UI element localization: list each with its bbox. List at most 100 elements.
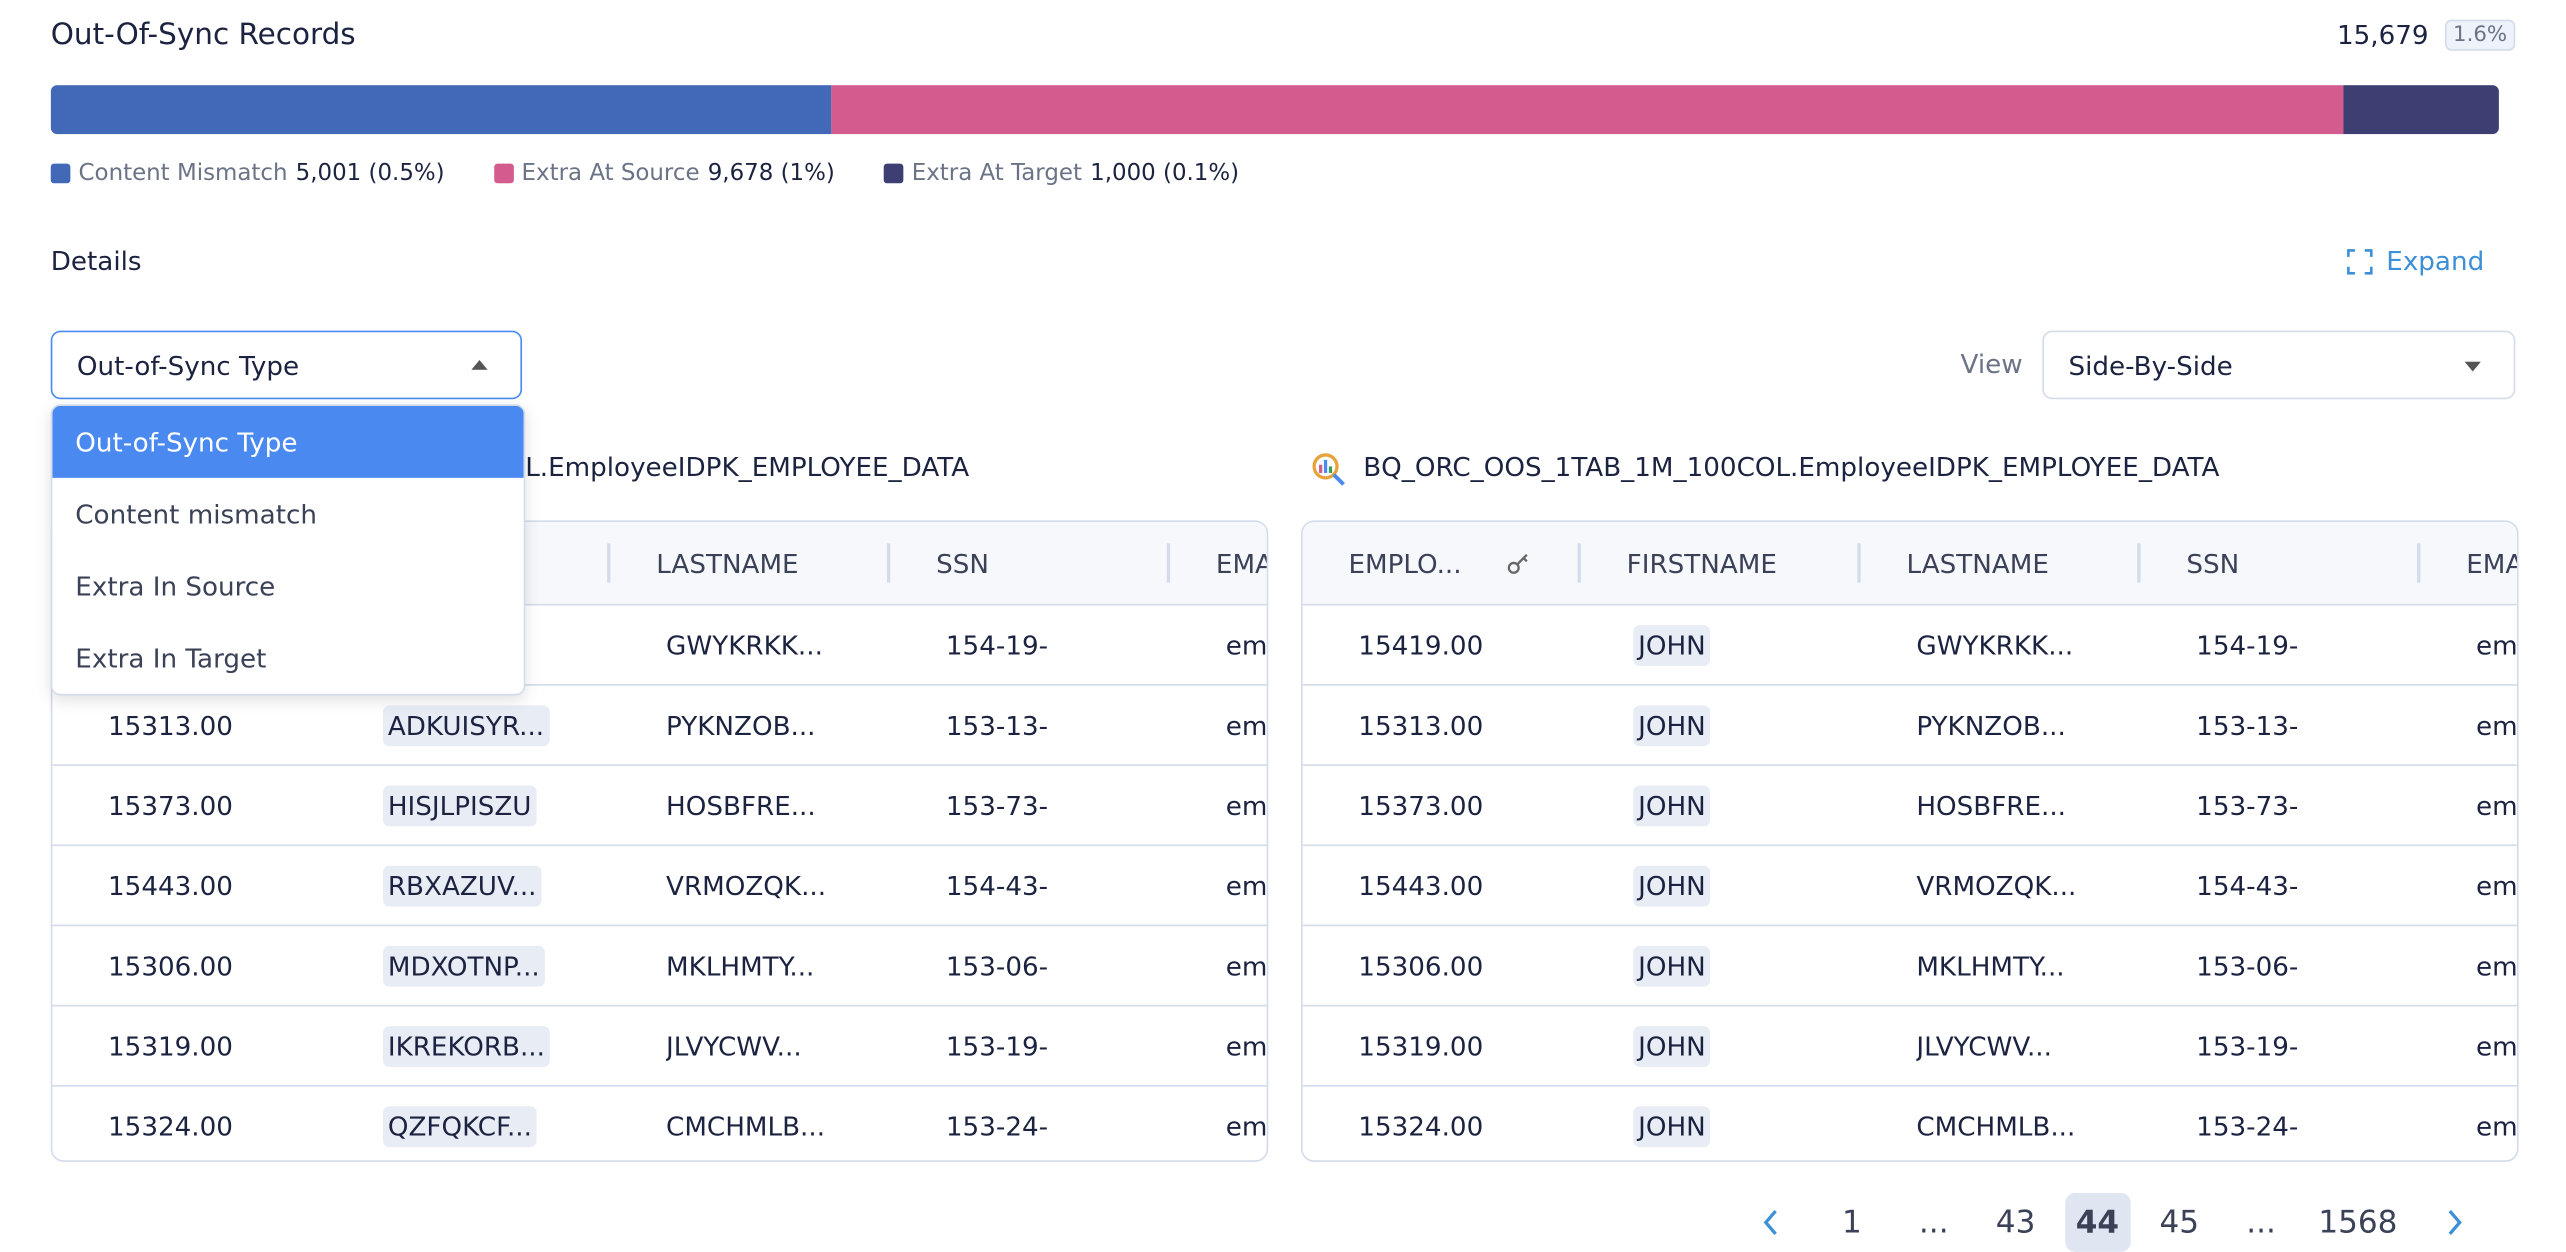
table-cell: em [2476,1006,2517,1085]
cell-text: PYKNZOB... [1916,709,2066,741]
bar-segment [2342,85,2499,135]
table-cell: em [1226,1006,1267,1085]
next-page[interactable] [2422,1193,2487,1252]
column-header[interactable]: SSN [936,547,989,579]
table-cell: 15324.00 [108,1087,233,1161]
table-cell: em [2476,766,2517,845]
name-chip: MDXOTNP... [382,945,545,986]
table-cell: 15313.00 [1358,686,1483,765]
name-chip: RBXAZUV... [382,864,542,906]
table-cell: CMCHMLB... [1916,1087,2076,1161]
cell-text: em [2476,949,2518,982]
dropdown-option[interactable]: Content mismatch [75,498,317,530]
table-row: 15313.00 JOHN PYKNZOB... 153-13- em [1302,686,2518,766]
cell-text: 154-43- [2196,869,2299,901]
table-row: 15319.00 JOHN JLVYCWV... 153-19- em [1302,1006,2517,1087]
name-chip: JOHN [1633,624,1711,666]
table-row: 15324.00 JOHN CMCHMLB... 153-24- em [1303,1087,2517,1161]
view-select[interactable]: Side-By-Side [2042,330,2516,400]
name-chip: QZFQKCF... [382,1105,537,1147]
table-row: 15324.00 QZFQKCF... CMCHMLB... 153-24- em [52,1087,1267,1161]
cell-text: CMCHMLB... [1916,1110,2076,1142]
table-cell: JOHN [1633,1006,1711,1085]
cell-text: 15419.00 [1358,629,1484,661]
view-value: Side-By-Side [2068,349,2233,381]
column-separator [1857,543,1861,583]
cell-text: 15319.00 [1358,1030,1484,1062]
table-cell: em [2476,926,2518,1005]
cell-text: 15373.00 [108,789,233,821]
table-header: EMPLO... FIRSTNAME LASTNAME SSN EMA [1302,522,2519,606]
page-button[interactable]: 44 [2064,1193,2131,1252]
table-cell: JOHN [1633,686,1711,765]
table-cell: GWYKRKK... [1916,606,2073,685]
legend-item: Content Mismatch 5,001 (0.5%) [50,160,445,187]
column-header[interactable]: EMA [1215,547,1269,579]
table-cell: VRMOZQK... [666,846,826,925]
page-button[interactable]: ... [2246,1204,2276,1241]
prev-page[interactable] [1737,1193,1802,1252]
column-separator [2137,543,2141,583]
table-cell: QZFQKCF... [382,1087,537,1161]
table-cell: CMCHMLB... [666,1087,825,1161]
percent-badge: 1.6% [2444,19,2516,51]
table-cell: em [2476,846,2517,925]
column-header[interactable]: EMPLO... [1348,547,1462,579]
table-cell: 154-43- [2196,846,2298,925]
page-button[interactable]: 43 [1995,1204,2036,1241]
dropdown-option[interactable]: Extra In Target [75,642,267,674]
table-cell: 15443.00 [108,846,233,925]
cell-text: VRMOZQK... [1916,869,2077,901]
cell-text: VRMOZQK... [666,869,827,901]
view-label: View [1960,348,2023,380]
table-row: 15373.00 HISJLPISZU HOSBFRE... 153-73- em [52,766,1267,847]
cell-text: 15443.00 [108,869,233,901]
dropdown-option[interactable]: Extra In Source [75,570,276,602]
legend-swatch [50,163,71,184]
table-row: 15313.00 ADKUISYR... PYKNZOB... 153-13- em [52,686,1267,766]
filter-value: Out-of-Sync Type [76,349,300,381]
page-button[interactable]: 1 [1842,1204,1862,1241]
column-header[interactable]: LASTNAME [656,547,799,579]
table-cell: PYKNZOB... [666,686,815,765]
legend-value: 5,001 (0.5%) [295,160,445,187]
table-row: 15306.00 JOHN MKLHMTY... 153-06- em [1302,926,2518,1007]
page-button[interactable]: ... [1918,1204,1949,1241]
table-row: 15319.00 IKREKORB... JLVYCWV... 153-19- em [52,1006,1267,1087]
legend: Content Mismatch 5,001 (0.5%) Extra At Sou… [50,160,1239,187]
table-cell: VRMOZQK... [1916,846,2076,925]
expand-button[interactable]: Expand [2347,245,2485,277]
page-button[interactable]: 45 [2159,1204,2200,1241]
name-chip: JOHN [1633,864,1711,906]
expand-label: Expand [2386,245,2485,277]
table-cell: MDXOTNP... [382,926,545,1005]
cell-text: 15324.00 [1358,1110,1484,1142]
table-cell: JLVYCWV... [666,1006,802,1085]
cell-text: 153-73- [2196,789,2299,821]
column-header[interactable]: LASTNAME [1906,547,2049,579]
table-cell: 15443.00 [1358,846,1483,925]
legend-name: Extra At Source [521,160,700,187]
type-filter[interactable]: Out-of-Sync Type [50,330,523,400]
cell-text: em [1225,949,1268,982]
cell-text: em [1225,629,1268,661]
table-cell: 154-19- [946,606,1048,685]
dropdown-option[interactable]: Out-of-Sync Type [52,405,524,478]
cell-text: 153-24- [2196,1110,2299,1142]
column-header[interactable]: SSN [2186,547,2240,579]
table-row: 15443.00 JOHN VRMOZQK... 154-43- em [1302,846,2517,927]
column-header[interactable]: EMA [2466,547,2519,579]
page-button[interactable]: 1568 [2318,1204,2398,1241]
column-header[interactable]: FIRSTNAME [1626,547,1777,579]
cell-text: em [1225,869,1268,901]
key-glyph [1507,553,1528,574]
table-cell: 153-24- [2196,1087,2299,1161]
column-separator [1577,543,1581,583]
cell-text: 153-24- [945,1110,1049,1142]
table-cell: em [1226,766,1267,845]
caret-down [2464,361,2481,372]
cell-text: em [2476,709,2518,741]
prev-page-icon [1763,1209,1777,1235]
table-cell: 153-24- [945,1087,1049,1161]
